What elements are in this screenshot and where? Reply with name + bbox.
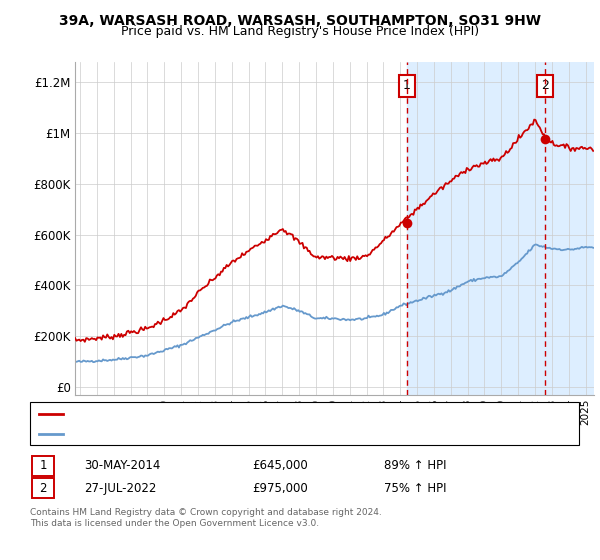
- Text: Price paid vs. HM Land Registry's House Price Index (HPI): Price paid vs. HM Land Registry's House …: [121, 25, 479, 38]
- Text: Contains HM Land Registry data © Crown copyright and database right 2024.
This d: Contains HM Land Registry data © Crown c…: [30, 508, 382, 528]
- Text: 89% ↑ HPI: 89% ↑ HPI: [384, 459, 446, 473]
- Text: £975,000: £975,000: [252, 482, 308, 495]
- Text: 1: 1: [40, 459, 47, 473]
- Text: £645,000: £645,000: [252, 459, 308, 473]
- Text: 27-JUL-2022: 27-JUL-2022: [84, 482, 157, 495]
- Text: HPI: Average price, detached house, Fareham: HPI: Average price, detached house, Fare…: [69, 430, 319, 440]
- Bar: [407, 62, 600, 395]
- Text: 39A, WARSASH ROAD, WARSASH, SOUTHAMPTON, SO31 9HW (detached house): 39A, WARSASH ROAD, WARSASH, SOUTHAMPTON,…: [69, 409, 508, 419]
- Text: 75% ↑ HPI: 75% ↑ HPI: [384, 482, 446, 495]
- Text: 2: 2: [40, 482, 47, 495]
- Text: 39A, WARSASH ROAD, WARSASH, SOUTHAMPTON, SO31 9HW: 39A, WARSASH ROAD, WARSASH, SOUTHAMPTON,…: [59, 14, 541, 28]
- Text: 30-MAY-2014: 30-MAY-2014: [84, 459, 160, 473]
- Text: 2: 2: [541, 80, 549, 92]
- Text: 1: 1: [403, 80, 411, 92]
